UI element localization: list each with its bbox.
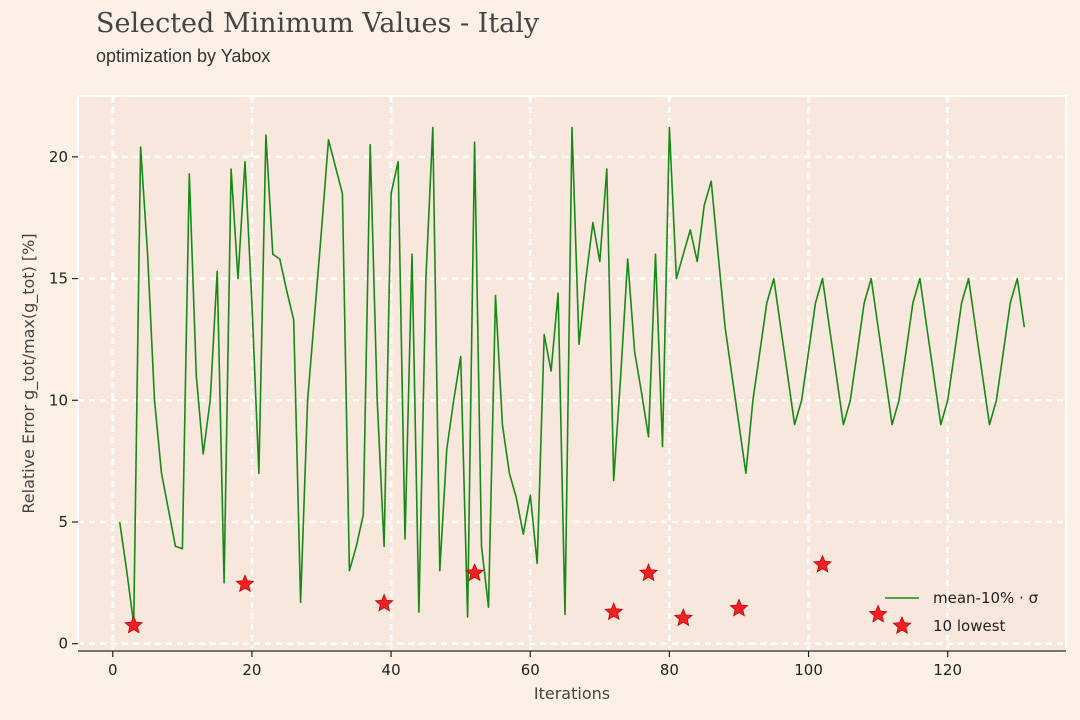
min-point-marker (124, 615, 144, 634)
min-point-marker (374, 593, 394, 612)
y-tick-label: 10 (49, 391, 68, 409)
x-tick-label: 0 (108, 661, 118, 679)
min-point-marker (604, 602, 624, 621)
chart-subtitle: optimization by Yabox (96, 46, 271, 66)
x-axis-label: Iterations (534, 684, 610, 703)
y-tick-label: 0 (58, 635, 68, 653)
x-tick-label: 100 (794, 661, 823, 679)
min-point-marker (729, 598, 749, 617)
min-point-marker (639, 563, 659, 582)
y-tick-label: 15 (49, 270, 68, 288)
y-tick-label: 5 (58, 513, 68, 531)
chart-title: Selected Minimum Values - Italy (96, 8, 540, 39)
min-point-marker (673, 608, 693, 627)
min-point-marker (868, 604, 888, 623)
x-tick-label: 60 (521, 661, 540, 679)
legend-star-swatch (892, 615, 912, 635)
y-axis-label: Relative Error g_tot/max(g_tot) [%] (19, 233, 39, 513)
y-tick-label: 20 (49, 148, 68, 166)
x-tick-label: 20 (242, 661, 261, 679)
min-point-marker (235, 574, 255, 593)
x-tick-label: 40 (382, 661, 401, 679)
legend-label-lowest: 10 lowest (933, 617, 1006, 635)
min-point-marker (465, 563, 485, 582)
series-line (118, 126, 1026, 625)
x-tick-label: 80 (660, 661, 679, 679)
legend-label-mean: mean-10% · σ (933, 589, 1039, 607)
min-point-marker (812, 554, 832, 573)
x-tick-label: 120 (933, 661, 962, 679)
